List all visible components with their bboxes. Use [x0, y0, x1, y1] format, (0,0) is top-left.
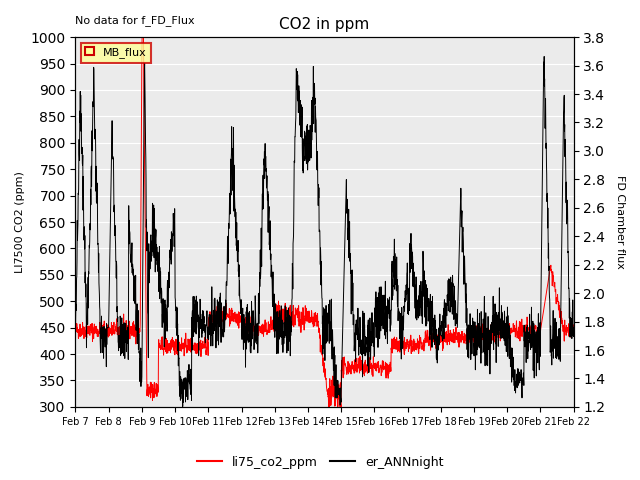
Legend: li75_co2_ppm, er_ANNnight: li75_co2_ppm, er_ANNnight: [191, 451, 449, 474]
Legend: MB_flux: MB_flux: [81, 43, 152, 62]
Y-axis label: LI7500 CO2 (ppm): LI7500 CO2 (ppm): [15, 171, 25, 273]
Text: No data for f_FD_Flux: No data for f_FD_Flux: [76, 15, 195, 26]
Y-axis label: FD Chamber flux: FD Chamber flux: [615, 175, 625, 269]
Title: CO2 in ppm: CO2 in ppm: [280, 17, 370, 32]
